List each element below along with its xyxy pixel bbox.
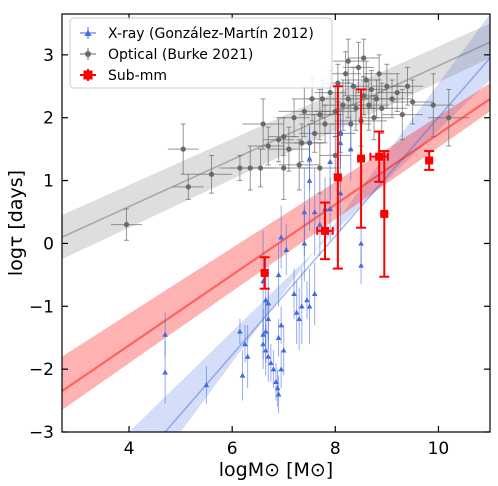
optical-point <box>299 142 341 194</box>
xray-point <box>203 366 210 404</box>
xray-point <box>296 287 303 351</box>
y-tick-label: −3 <box>29 423 54 443</box>
optical-point <box>428 88 470 147</box>
y-axis-label: logτ [days] <box>5 170 27 276</box>
fit-band-optical <box>62 23 490 260</box>
legend-label: Sub-mm <box>108 68 167 84</box>
optical-point <box>392 66 423 106</box>
optical-point <box>167 123 199 175</box>
xray-point <box>306 127 313 190</box>
legend-item-xray: X-ray (González-Martín 2012) <box>80 26 314 42</box>
legend-item-optical: Optical (Burke 2021) <box>80 47 253 63</box>
legend: X-ray (González-Martín 2012) Optical (Bur… <box>69 17 333 89</box>
optical-point <box>322 79 364 131</box>
xray-point <box>327 124 333 200</box>
legend-box <box>69 17 333 89</box>
x-tick-label: 8 <box>330 439 341 459</box>
xray-point <box>265 331 272 382</box>
optical-point <box>332 38 364 84</box>
xray-point <box>278 205 284 269</box>
xray-point <box>306 268 313 344</box>
y-tick-label: −2 <box>29 360 54 380</box>
xray-point <box>275 375 282 414</box>
optical-point <box>358 95 390 141</box>
submm-point <box>424 150 435 171</box>
optical-point <box>355 82 408 134</box>
x-axis-label: logM⊙ [M⊙] <box>219 459 333 481</box>
optical-point <box>190 154 233 194</box>
xray-point <box>304 281 310 319</box>
submm-point <box>379 150 390 278</box>
xray-point <box>268 344 274 382</box>
xray-point <box>278 350 284 388</box>
legend-label: Optical (Burke 2021) <box>108 47 253 63</box>
optical-point <box>242 98 284 150</box>
xray-point <box>278 306 284 344</box>
xray-point <box>162 340 168 404</box>
axis-ticks: 4 6 8 10 −3 −2 −1 0 1 2 3 <box>29 14 490 459</box>
xray-point <box>311 262 318 326</box>
xray-point <box>337 102 344 165</box>
optical-point <box>348 79 390 131</box>
optical-point <box>278 139 320 191</box>
series-optical <box>110 38 470 241</box>
x-tick-label: 4 <box>124 439 135 459</box>
y-tick-label: 3 <box>43 46 54 66</box>
xray-point <box>311 168 318 256</box>
y-tick-label: −1 <box>29 297 54 317</box>
x-tick-label: 6 <box>227 439 238 459</box>
y-tick-label: 1 <box>43 172 54 192</box>
xray-point <box>237 318 243 344</box>
xray-point <box>301 168 308 256</box>
xray-point <box>291 268 297 319</box>
xray-point <box>239 350 246 401</box>
xray-point <box>317 193 323 256</box>
optical-point <box>381 88 423 141</box>
fit-line-submm <box>62 97 490 393</box>
xray-point <box>275 243 282 307</box>
submm-point <box>316 201 334 261</box>
optical-point <box>348 38 380 78</box>
optical-point <box>412 73 454 138</box>
optical-point <box>330 51 362 97</box>
xray-point <box>280 325 287 376</box>
xray-point <box>262 325 269 376</box>
series-xray <box>162 102 364 414</box>
legend-item-submm: Sub-mm <box>80 68 167 84</box>
plot-frame <box>61 13 491 433</box>
optical-point <box>299 88 341 141</box>
xray-point <box>244 325 251 388</box>
y-tick-label: 2 <box>43 109 54 129</box>
optical-point <box>268 126 310 172</box>
xray-point <box>275 318 282 357</box>
data-points <box>110 38 470 414</box>
fit-line-xray <box>164 57 490 432</box>
submm-point <box>259 256 270 290</box>
fit-bands <box>62 14 490 432</box>
xray-point <box>260 318 266 370</box>
submm-point <box>356 88 367 229</box>
xray-point <box>283 224 290 275</box>
submm-point <box>332 85 343 270</box>
xray-point <box>298 268 305 344</box>
xray-point <box>358 246 364 285</box>
x-tick-label: 10 <box>428 439 450 459</box>
optical-point <box>172 173 204 200</box>
y-tick-label: 0 <box>43 234 54 254</box>
fit-band-submm <box>62 83 490 411</box>
optical-point <box>319 136 351 175</box>
optical-point <box>110 208 142 241</box>
xray-point <box>270 350 277 388</box>
optical-point <box>371 63 403 109</box>
xray-point <box>293 281 300 344</box>
optical-point <box>392 79 434 125</box>
series-submm <box>259 85 435 290</box>
legend-label: X-ray (González-Martín 2012) <box>108 26 314 42</box>
xray-point <box>347 117 354 181</box>
xray-point <box>242 325 248 363</box>
